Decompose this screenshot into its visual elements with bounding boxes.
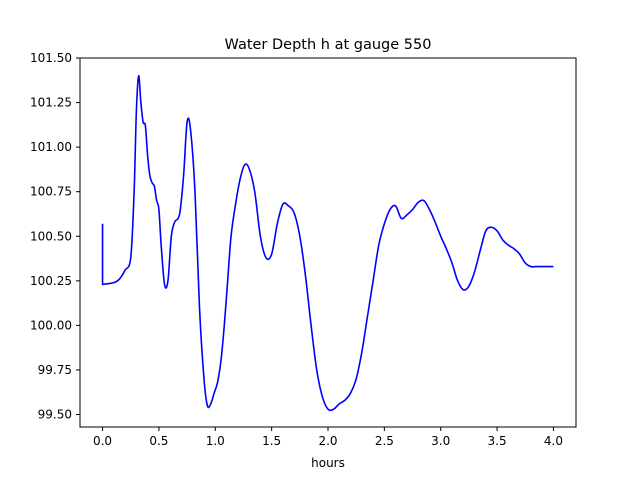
plot-area [101,75,554,412]
y-tick-label: 100.25 [30,274,72,288]
x-tick-label: 1.0 [206,434,225,448]
x-tick-label: 1.5 [262,434,281,448]
y-tick-label: 99.50 [38,408,72,422]
x-tick-label: 4.0 [544,434,563,448]
y-tick-label: 101.00 [30,140,72,154]
x-tick-label: 0.0 [93,434,112,448]
y-tick-label: 100.00 [30,318,72,332]
chart-title: Water Depth h at gauge 550 [225,37,432,53]
series-line-water-depth [101,75,554,412]
y-tick-label: 100.75 [30,185,72,199]
x-tick-label: 3.5 [488,434,507,448]
y-tick-label: 101.25 [30,96,72,110]
y-tick-label: 100.50 [30,229,72,243]
x-axis-label: hours [311,456,345,470]
axes-frame [79,57,577,428]
x-tick-label: 2.5 [375,434,394,448]
x-tick-label: 3.0 [431,434,450,448]
x-tick-label: 0.5 [149,434,168,448]
x-tick-label: 2.0 [318,434,337,448]
y-tick-label: 101.50 [30,51,72,65]
y-axis-ticks: 99.50 99.75 100.00 100.25 100.50 100.75 101.00… [30,51,80,422]
y-tick-label: 99.75 [38,363,72,377]
x-axis-ticks: 0.0 0.5 1.0 1.5 2.0 2.5 3.0 3.5 4.0 [93,427,563,448]
